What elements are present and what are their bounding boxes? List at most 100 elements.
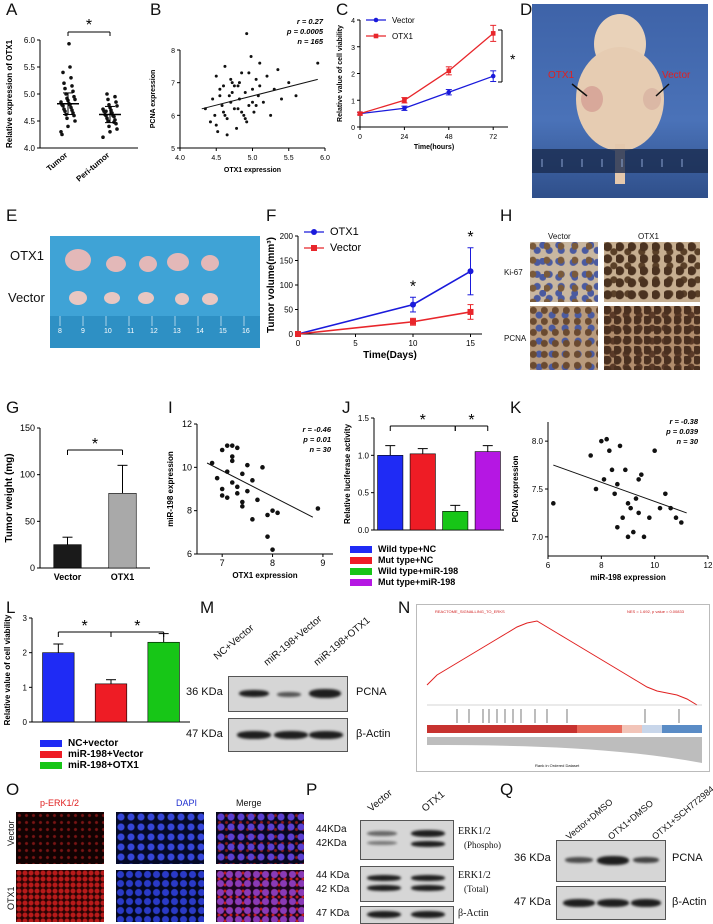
data-point — [72, 113, 76, 118]
bar — [53, 544, 82, 569]
data-point — [229, 443, 235, 448]
data-point — [216, 130, 220, 134]
data-point — [223, 113, 227, 117]
data-point — [625, 534, 631, 540]
q-protein-pcna: PCNA — [672, 852, 703, 864]
data-point — [254, 77, 258, 81]
data-point — [209, 460, 215, 466]
data-point — [410, 318, 416, 325]
data-point — [112, 120, 116, 124]
data-point — [59, 130, 63, 134]
sig-star: * — [92, 436, 98, 453]
m-blot-actin — [228, 718, 348, 752]
data-point — [65, 116, 69, 121]
category-label: Peri-tumor — [75, 151, 112, 184]
data-point — [249, 55, 253, 59]
data-point — [588, 453, 593, 458]
legend-label: OTX1 — [392, 32, 413, 41]
chart-i-correlation: 6 8 10 12 7 8 9 miR-198 expression OTX1 expressi… — [166, 419, 333, 580]
data-point — [490, 31, 496, 36]
data-point — [402, 97, 407, 103]
y-tick-label: 1 — [351, 98, 355, 105]
x-tick-label: 10 — [409, 339, 418, 348]
p-erk-phospho-sub: (Phospho) — [464, 840, 502, 850]
data-point — [240, 110, 244, 114]
p-erk-total: ERK1/2 — [458, 870, 491, 881]
y-tick-label: 1.5 — [358, 414, 370, 423]
data-point — [275, 510, 280, 516]
ruler-number: 12 — [150, 328, 158, 335]
panel-label-a: A — [6, 0, 18, 19]
data-point — [316, 61, 320, 65]
tumor-photo: 8 9 10 11 12 13 14 15 16 — [50, 236, 260, 348]
data-point — [73, 119, 77, 123]
ruler-number: 9 — [81, 328, 85, 335]
data-point — [219, 447, 225, 453]
data-point — [254, 104, 258, 108]
p-blot-total — [360, 866, 454, 902]
data-point — [636, 510, 641, 516]
data-point — [636, 477, 641, 482]
data-point — [235, 126, 239, 130]
ihc-ki67-otx1 — [604, 242, 700, 302]
panel-label-k: K — [510, 398, 522, 417]
legend-swatch — [350, 546, 372, 553]
if-merge-otx1 — [216, 870, 304, 922]
q-blot-pcna — [556, 840, 666, 882]
x-tick-label: 6 — [546, 561, 551, 570]
x-axis-label: OTX1 expression — [232, 571, 297, 580]
y-tick-label: 6.0 — [24, 36, 36, 45]
tumor-row-otx1: OTX1 — [10, 248, 44, 263]
ihc-col-vector: Vector — [548, 232, 571, 241]
stat-text: p = 0.0005 — [286, 27, 324, 36]
data-point — [446, 89, 452, 95]
data-point — [467, 308, 474, 315]
data-point — [258, 84, 262, 88]
data-point — [113, 94, 117, 99]
data-point — [245, 462, 250, 468]
data-point — [255, 497, 260, 503]
ihc-col-otx1: OTX1 — [638, 232, 659, 241]
data-point — [229, 454, 235, 459]
data-point — [240, 471, 245, 477]
y-tick-label: 7.0 — [532, 533, 544, 542]
chart-g-tumor-weight: 0 50 100 150 Tumor weight (mg) Vector OTX1 * — [4, 423, 150, 582]
y-tick-label: 1 — [23, 683, 28, 692]
y-tick-label: 8 — [171, 48, 175, 55]
data-point — [631, 529, 636, 535]
data-point — [270, 508, 275, 513]
data-point — [245, 32, 249, 36]
data-point — [625, 501, 631, 506]
legend-swatch — [350, 557, 372, 564]
tumor-row-vector: Vector — [8, 290, 45, 305]
data-point — [227, 94, 231, 98]
legend-label: Vector — [330, 242, 362, 254]
data-point — [250, 478, 255, 483]
x-tick-label: 48 — [445, 134, 453, 141]
data-point — [218, 94, 222, 98]
series-line — [359, 75, 494, 115]
legend-label: Wild type+NC — [378, 544, 437, 554]
data-point — [71, 89, 75, 94]
data-point — [663, 491, 668, 497]
data-point — [617, 443, 623, 449]
sig-star: * — [82, 618, 88, 635]
x-tick-label: 9 — [320, 558, 325, 568]
y-tick-label: 50 — [25, 516, 35, 526]
panel-label-j: J — [342, 398, 351, 417]
legend-swatch — [40, 751, 62, 758]
data-point — [63, 86, 67, 91]
data-point — [222, 110, 225, 114]
data-point — [115, 104, 119, 108]
data-point — [107, 124, 111, 129]
x-axis-label: Time(Days) — [363, 350, 417, 361]
y-tick-label: 4.5 — [24, 117, 36, 126]
y-tick-label: 0 — [30, 563, 35, 573]
data-point — [101, 135, 105, 139]
legend-label: Wild type+miR-198 — [378, 566, 458, 576]
if-merge-vector — [216, 812, 304, 864]
x-tick-label: 5.0 — [248, 155, 258, 162]
data-point — [214, 123, 218, 127]
data-point — [229, 458, 235, 464]
p-erk-total-sub: (Total) — [464, 884, 489, 894]
